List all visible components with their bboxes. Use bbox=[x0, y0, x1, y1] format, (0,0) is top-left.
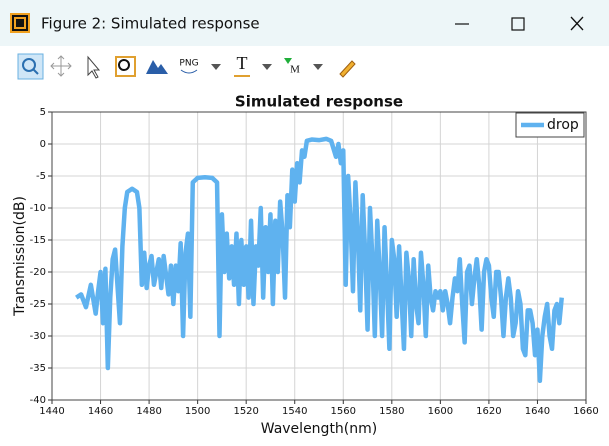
x-tick-label: 1500 bbox=[185, 406, 210, 417]
y-tick-label: -5 bbox=[36, 171, 46, 182]
pan-tool[interactable] bbox=[50, 55, 72, 77]
chart-title: Simulated response bbox=[235, 93, 403, 111]
text-tool[interactable]: T bbox=[237, 53, 248, 73]
maximize-button[interactable] bbox=[511, 17, 525, 31]
y-tick-label: -30 bbox=[30, 331, 46, 342]
plot-bg bbox=[52, 112, 586, 400]
y-tick-label: 5 bbox=[40, 107, 46, 118]
select-tool[interactable] bbox=[87, 55, 101, 79]
x-axis-label: Wavelength(nm) bbox=[261, 421, 377, 437]
app-icon-inner bbox=[14, 17, 26, 29]
png-icon[interactable]: PNG bbox=[179, 59, 198, 69]
dropdown-arrow[interactable] bbox=[211, 64, 221, 70]
y-tick-label: 0 bbox=[40, 139, 46, 150]
x-tick-label: 1440 bbox=[39, 406, 64, 417]
series-line bbox=[75, 136, 564, 384]
app-icon bbox=[10, 13, 30, 33]
autoscale-tool[interactable] bbox=[146, 60, 168, 74]
x-tick-label: 1480 bbox=[136, 406, 161, 417]
x-tick-label: 1580 bbox=[379, 406, 404, 417]
legend-label: drop bbox=[547, 117, 579, 133]
x-tick-label: 1540 bbox=[282, 406, 307, 417]
toolbar bbox=[0, 46, 609, 88]
x-tick-label: 1460 bbox=[88, 406, 113, 417]
x-tick-label: 1660 bbox=[573, 406, 598, 417]
zoom-icon bbox=[32, 68, 39, 75]
y-tick-label: -15 bbox=[30, 235, 46, 246]
x-tick-label: 1640 bbox=[525, 406, 550, 417]
plot: Simulated response Wavelength(nm) Transmis… bbox=[12, 93, 599, 438]
plot-frame bbox=[51, 111, 587, 401]
marker-icon bbox=[284, 58, 292, 64]
x-tick-label: 1600 bbox=[428, 406, 453, 417]
x-tick-label: 1560 bbox=[331, 406, 356, 417]
title-bar bbox=[0, 0, 609, 46]
png-icon bbox=[180, 69, 198, 74]
box-zoom-tool[interactable] bbox=[115, 56, 136, 77]
x-tick-label: 1520 bbox=[233, 406, 258, 417]
zoom-icon bbox=[22, 58, 36, 72]
y-tick-label: -40 bbox=[30, 395, 46, 406]
y-tick-label: -25 bbox=[30, 299, 46, 310]
zoom-tool[interactable] bbox=[17, 53, 44, 80]
box-zoom-icon bbox=[118, 59, 130, 71]
y-tick-label: -35 bbox=[30, 363, 46, 374]
y-axis-label: Transmission(dB) bbox=[12, 196, 28, 317]
y-tick-label: -20 bbox=[30, 267, 46, 278]
y-tick-label: -10 bbox=[30, 203, 46, 214]
close-button[interactable] bbox=[570, 16, 584, 31]
dropdown-arrow[interactable] bbox=[262, 64, 272, 70]
window-title: Figure 2: Simulated response bbox=[41, 15, 260, 33]
edit-tool[interactable] bbox=[339, 60, 356, 78]
x-tick-label: 1620 bbox=[476, 406, 501, 417]
marker-tool[interactable]: M bbox=[290, 64, 300, 76]
dropdown-arrow[interactable] bbox=[313, 64, 323, 70]
